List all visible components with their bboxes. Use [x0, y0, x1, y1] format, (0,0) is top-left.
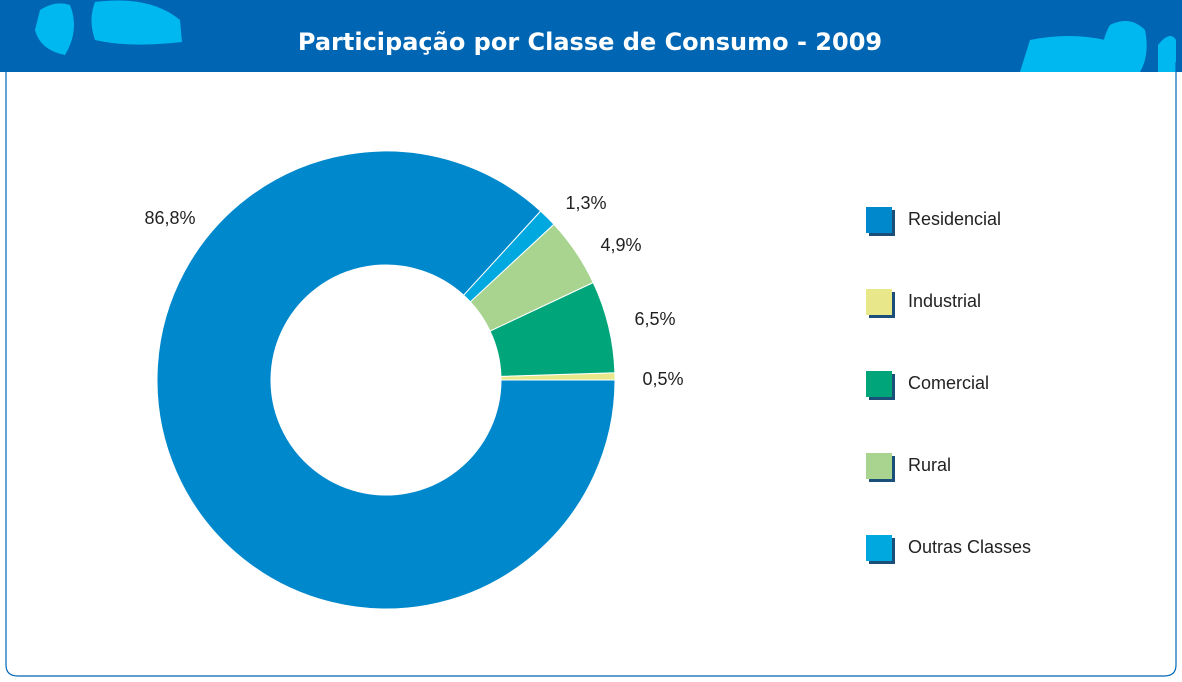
- leaf: [1102, 21, 1146, 72]
- chart: Participação por Classe de Consumo - 200…: [0, 0, 1182, 682]
- data-label: 4,9%: [600, 235, 641, 255]
- legend-label: Rural: [908, 455, 951, 475]
- legend-swatch: [866, 289, 892, 315]
- data-label: 1,3%: [565, 193, 606, 213]
- leaf: [1020, 36, 1105, 72]
- legend-label: Residencial: [908, 209, 1001, 229]
- legend-label: Industrial: [908, 291, 981, 311]
- legend-swatch: [866, 535, 892, 561]
- legend-label: Outras Classes: [908, 537, 1031, 557]
- chart-title: Participação por Classe de Consumo - 200…: [298, 28, 882, 56]
- legend-swatch: [866, 207, 892, 233]
- legend-swatch: [866, 453, 892, 479]
- data-label: 0,5%: [642, 369, 683, 389]
- legend-swatch: [866, 371, 892, 397]
- legend-label: Comercial: [908, 373, 989, 393]
- data-label: 86,8%: [144, 208, 195, 228]
- data-label: 6,5%: [634, 309, 675, 329]
